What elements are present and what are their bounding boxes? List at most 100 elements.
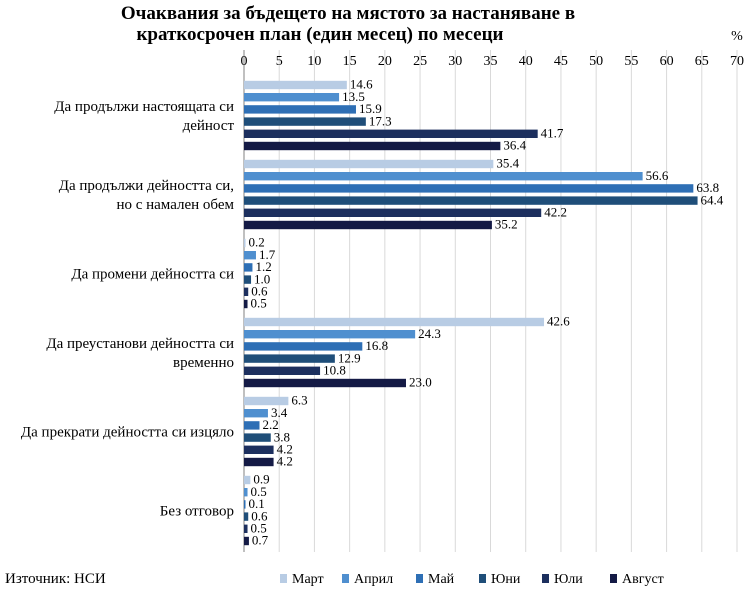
x-tick-label: 25 [413,54,427,69]
legend-swatch [479,574,486,583]
data-label: 3.4 [271,405,288,420]
data-label: 0.7 [252,533,269,548]
data-label: 0.1 [249,496,265,511]
data-label: 12.9 [338,350,361,365]
data-label: 16.8 [365,338,388,353]
data-label: 42.2 [544,205,567,220]
bar [244,342,363,351]
data-label: 63.8 [696,180,719,195]
source-note: Източник: НСИ [5,571,106,587]
legend-label: Март [292,572,324,587]
bar [244,433,271,442]
legend-swatch [280,574,287,583]
category-label: временно [173,355,234,371]
data-label: 15.9 [359,101,382,116]
legend-label: Юли [554,572,583,587]
x-tick-label: 60 [660,54,674,69]
chart-title-line2: краткосрочен план (един месец) по месеци [136,24,503,45]
bar [244,488,248,497]
bar [244,475,251,485]
category-label: Без отговор [160,504,234,520]
category-label: Да продължи дейността си, [59,178,234,194]
bar [244,159,494,169]
x-tick-label: 50 [589,54,603,69]
category-label: Да промени дейността си [71,267,234,283]
x-tick-label: 15 [343,54,357,69]
data-label: 35.2 [495,217,518,232]
bar [244,275,252,284]
data-label: 0.9 [253,472,269,487]
data-label: 2.2 [262,417,278,432]
data-label: 14.6 [350,77,373,92]
data-label: 35.4 [496,156,519,171]
bar [244,220,492,230]
x-tick-label: 70 [730,54,744,69]
legend-label: Май [428,572,455,587]
legend: Март Април Май Юни Юли Август [280,572,664,587]
data-label: 64.4 [701,192,724,207]
bar [244,129,538,138]
bar [244,536,249,546]
data-label: 1.7 [259,247,276,262]
legend-swatch [416,574,423,583]
unit-label: % [731,29,743,44]
category-labels: Да продължи настоящата си дейност Да продъ… [21,99,235,520]
bar [244,366,321,375]
x-tick-label: 65 [695,54,709,69]
data-label: 13.5 [342,89,365,104]
data-label: 0.2 [249,235,265,250]
data-label: 4.2 [277,454,293,469]
data-label: 23.0 [409,375,432,390]
bar [244,299,248,309]
legend-label: Август [622,572,664,587]
data-label: 42.6 [547,314,570,329]
data-label: 17.3 [369,113,392,128]
data-label: 0.5 [251,296,267,311]
bar [244,378,406,388]
data-label: 24.3 [418,326,441,341]
bar [244,524,248,533]
bar [244,208,542,217]
x-tick-label: 0 [241,54,248,69]
bar [244,421,260,430]
x-tick-label: 5 [276,54,283,69]
bar [244,93,340,102]
bar [244,184,694,193]
bar [244,196,698,205]
legend-swatch [542,574,549,583]
bar [244,330,416,339]
data-label: 6.3 [291,393,307,408]
bar [244,354,335,363]
bar [244,105,356,114]
bar [244,287,249,296]
bar [244,445,274,454]
legend-swatch [610,574,617,583]
legend-swatch [342,574,349,583]
data-label: 4.2 [277,442,293,457]
bar [244,457,274,467]
bar [244,251,256,260]
x-tick-label: 45 [554,54,568,69]
x-tick-label: 55 [624,54,638,69]
data-label: 0.6 [251,508,268,523]
bar [244,500,246,509]
category-label: дейност [183,118,235,134]
bar [244,238,246,248]
data-label: 10.8 [323,363,346,378]
data-label: 56.6 [646,168,669,183]
category-label: Да прекрати дейността си изцяло [21,425,234,441]
x-tick-label: 30 [448,54,462,69]
bar [244,172,643,181]
data-label: 3.8 [274,429,290,444]
axis-ticks: 0 5 10 15 20 25 30 35 40 45 50 55 60 65 70 [241,54,745,69]
data-label: 41.7 [541,126,564,141]
data-label: 1.2 [255,259,271,274]
bar [244,263,253,272]
bar [244,409,268,418]
bar [244,117,366,126]
category-label: Да продължи настоящата си [54,99,234,115]
x-tick-label: 40 [519,54,533,69]
bar [244,141,501,151]
bars: 14.613.515.917.3 41.7 36.4 35.4 56.6 63.864.4… [244,77,724,548]
